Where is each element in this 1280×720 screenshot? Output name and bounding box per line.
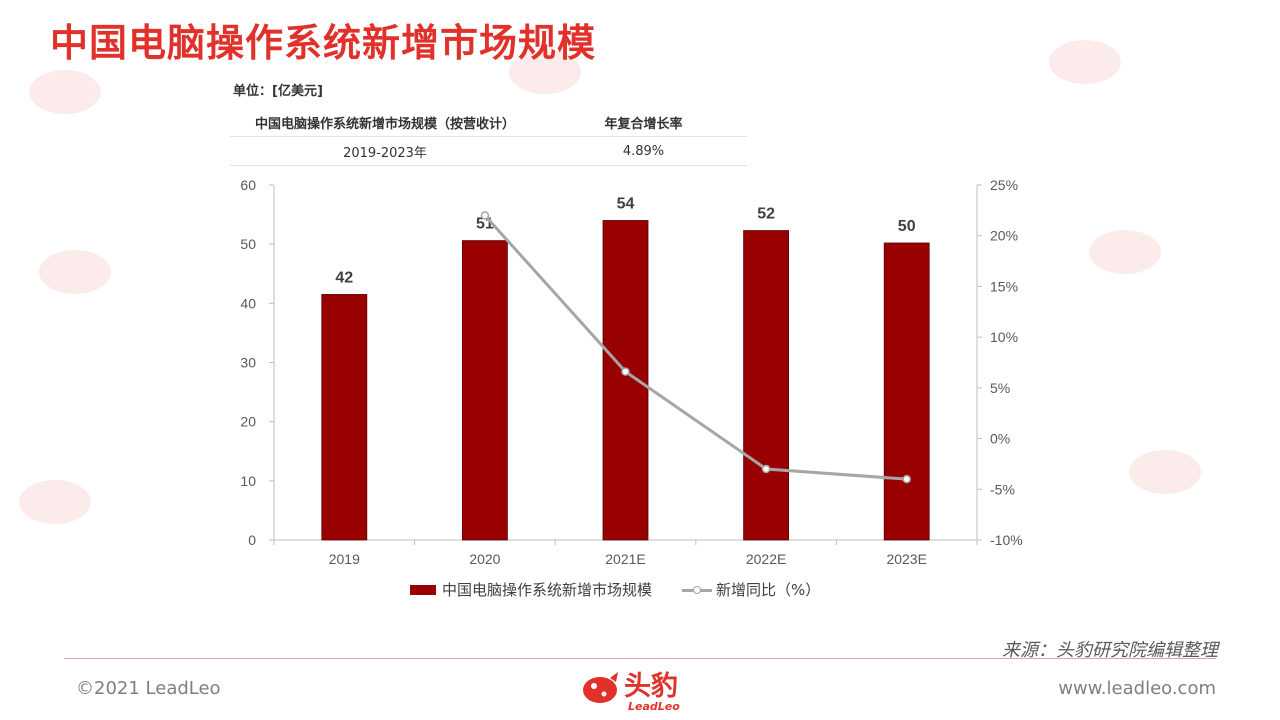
cagr-data-row: 2019-2023年 4.89% [230,137,747,166]
bar [321,294,368,541]
cagr-table: 中国电脑操作系统新增市场规模（按营收计） 年复合增长率 2019-2023年 4… [230,108,747,166]
y-right-tick-label: 5% [990,380,1010,396]
cagr-value: 4.89% [622,143,665,159]
growth-point [621,367,630,376]
copyright: ©2021 LeadLeo [76,678,221,699]
leopard-icon [583,672,618,703]
bar-data-label: 50 [898,218,916,235]
leadleo-logo[interactable]: 头豹 LeadLeo [580,664,710,718]
growth-point [480,211,490,220]
bar-data-label: 54 [617,196,635,213]
bar [602,220,649,541]
y-left-tick-label: 20 [240,414,256,430]
cagr-header-rate: 年复合增长率 [604,116,683,132]
y-left-tick-label: 10 [240,473,256,489]
bar [883,242,930,541]
y-right-tick-label: -5% [990,481,1015,497]
growth-point [761,464,771,474]
footer-divider [64,658,1216,659]
x-tick-label: 2019 [329,551,360,567]
legend-bar-swatch [410,584,436,595]
website-link[interactable]: www.leadleo.com [1058,678,1216,699]
y-left-tick-label: 30 [240,355,256,371]
bar-data-label: 42 [335,269,353,286]
bar-data-label: 52 [757,206,775,223]
x-tick-label: 2022E [746,551,786,567]
logo-text-en: LeadLeo [628,700,680,713]
x-tick-label: 2023E [886,551,926,567]
source-note: 来源：头豹研究院编辑整理 [1002,640,1218,661]
cagr-period: 2019-2023年 [343,145,427,161]
legend-line-label: 新增同比（%） [716,581,821,599]
unit-label: 单位：[亿美元] [233,84,323,99]
growth-point [902,474,911,484]
y-right-tick-label: 25% [990,177,1018,193]
bar [743,230,789,541]
chart-legend: 中国电脑操作系统新增市场规模 新增同比（%） [410,579,820,600]
page-title: 中国电脑操作系统新增市场规模 [50,21,597,65]
y-right-tick-label: 15% [990,278,1018,294]
y-right-tick-label: 10% [990,329,1018,345]
logo-text-cn: 头豹 [624,671,678,702]
y-left-tick-label: 40 [240,295,256,311]
x-tick-label: 2021E [605,551,645,567]
y-left-tick-label: 0 [248,532,256,548]
legend-line-swatch [682,585,713,595]
growth-line [483,214,907,481]
y-right-tick-label: 0% [990,431,1010,447]
x-tick-label: 2020 [469,551,500,567]
y-left-tick-label: 50 [240,236,256,252]
cagr-header-row: 中国电脑操作系统新增市场规模（按营收计） 年复合增长率 [230,108,747,137]
y-right-tick-label: -10% [990,532,1023,548]
y-right-tick-label: 20% [990,228,1018,244]
y-left-tick-label: 60 [240,177,256,193]
legend-bar-label: 中国电脑操作系统新增市场规模 [442,581,653,599]
cagr-header-metric: 中国电脑操作系统新增市场规模（按营收计） [254,116,515,132]
bar [461,240,508,541]
